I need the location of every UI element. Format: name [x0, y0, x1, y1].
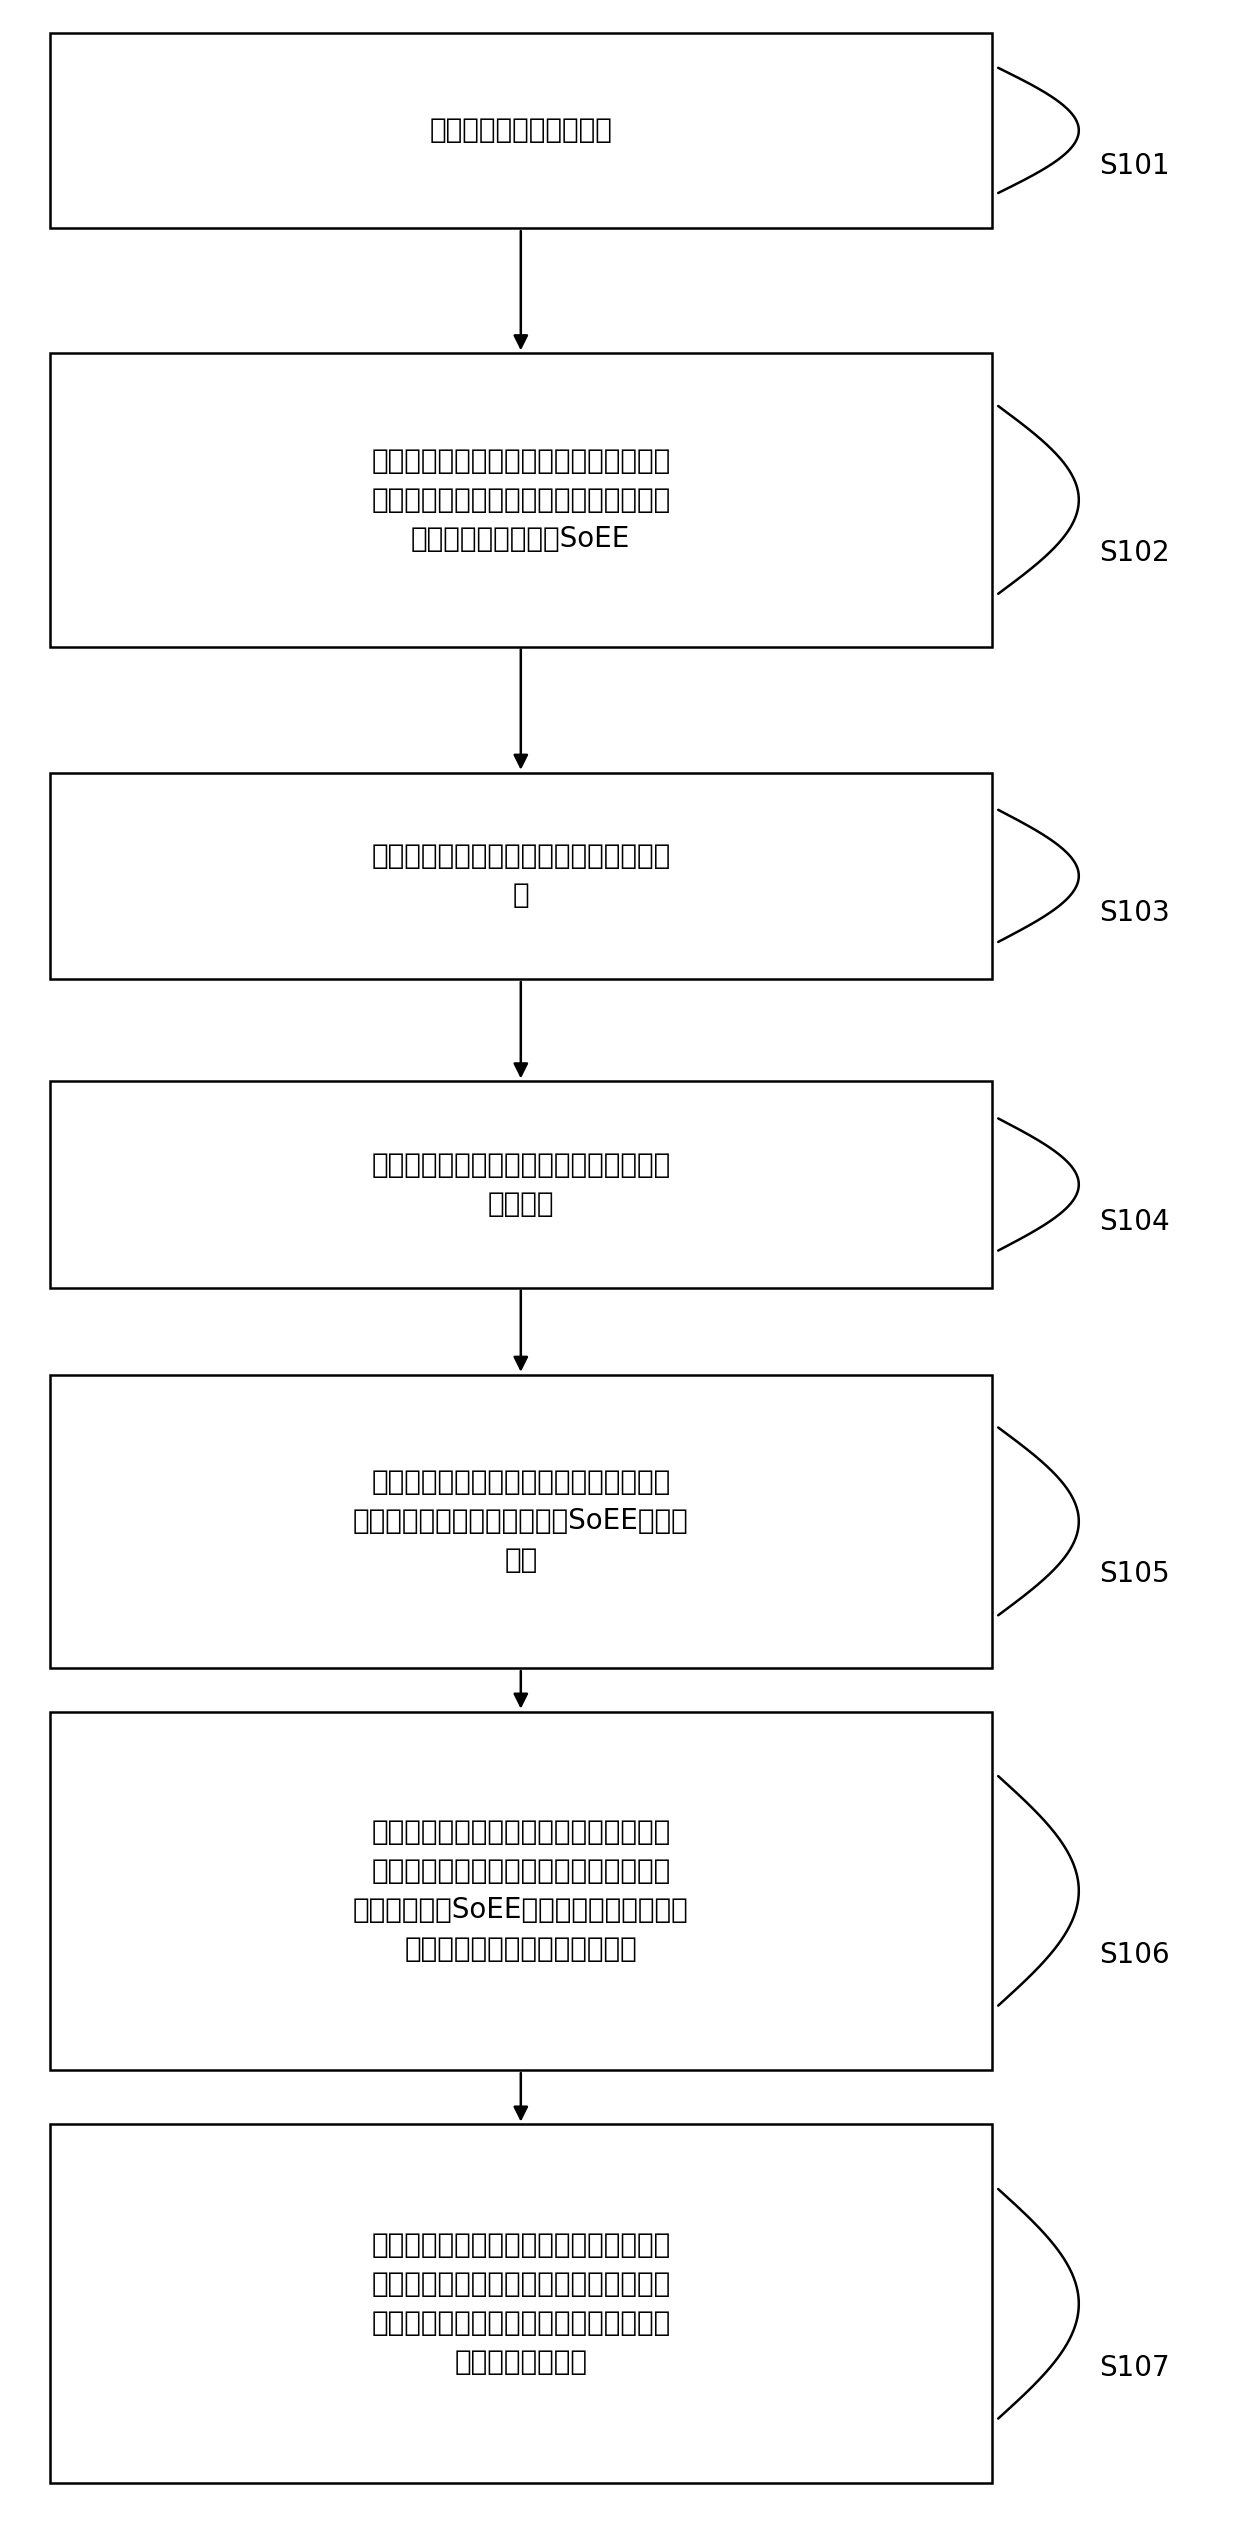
- Bar: [50, 772, 992, 980]
- Text: S106: S106: [1100, 1942, 1169, 1970]
- Text: 根据所述当前蓄电池输出功率比及获取的
状态信息计算理想情况下当前SoEE的衰减
速率: 根据所述当前蓄电池输出功率比及获取的 状态信息计算理想情况下当前SoEE的衰减 …: [353, 1469, 688, 1575]
- Text: S102: S102: [1100, 539, 1169, 567]
- Bar: [50, 1375, 992, 1669]
- Text: 读取电动汽车行驶记录信息以获取其平均
行驶速率，根据平均行驶速率及蓄电池当
前剩余电量对应之可使用时间计算电动汽
车剩余可行驶里程: 读取电动汽车行驶记录信息以获取其平均 行驶速率，根据平均行驶速率及蓄电池当 前剩…: [371, 2231, 671, 2378]
- Bar: [50, 1081, 992, 1289]
- Bar: [50, 33, 992, 228]
- Text: S101: S101: [1100, 152, 1169, 180]
- Text: S104: S104: [1100, 1208, 1169, 1236]
- Text: 根据所获取的状态信息从电池模型资料库
中获取与所述状态信息相对应的蓄电池当
前有效剩余能量状态SoEE: 根据所获取的状态信息从电池模型资料库 中获取与所述状态信息相对应的蓄电池当 前有…: [371, 446, 671, 552]
- Text: S107: S107: [1100, 2355, 1169, 2383]
- Bar: [50, 1712, 992, 2071]
- Text: 计算单位时间内有效剩余能量状态的变化
量: 计算单位时间内有效剩余能量状态的变化 量: [371, 843, 671, 909]
- Bar: [50, 2124, 992, 2484]
- Text: 根据所获取的状态信息计算当前蓄电池输
出功率比: 根据所获取的状态信息计算当前蓄电池输 出功率比: [371, 1152, 671, 1218]
- Text: S105: S105: [1100, 1560, 1169, 1588]
- Bar: [50, 352, 992, 646]
- Text: 获取蓄电池当前状态信息: 获取蓄电池当前状态信息: [429, 116, 613, 144]
- Text: 根据蓄电池当前有效剩余能量状态、单位
时间内有效剩余能量状态的变化量以及理
想情况下当前SoEE的衰减速率计算蓄电池
当前剩余电量对应之可使用时间: 根据蓄电池当前有效剩余能量状态、单位 时间内有效剩余能量状态的变化量以及理 想情…: [353, 1818, 688, 1962]
- Text: S103: S103: [1099, 899, 1171, 927]
